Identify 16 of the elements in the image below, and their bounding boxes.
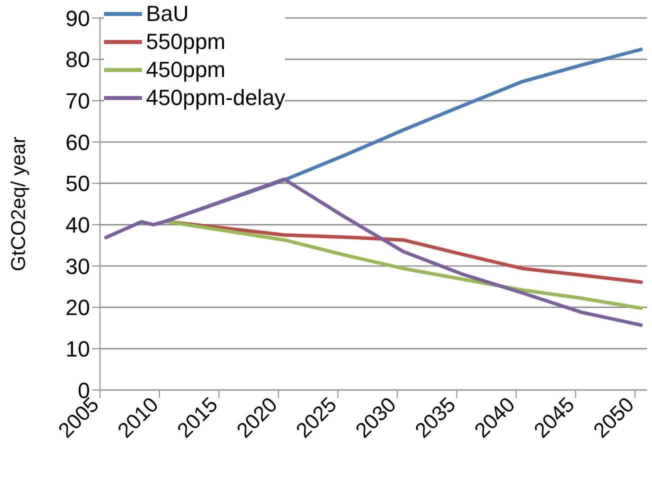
y-axis-title: GtCO2eq/ year bbox=[8, 136, 30, 272]
line-series bbox=[104, 177, 643, 327]
y-tick-label: 30 bbox=[66, 254, 90, 279]
y-tick-label: 50 bbox=[66, 171, 90, 196]
y-tick-label: 80 bbox=[66, 47, 90, 72]
y-tick-label: 40 bbox=[66, 212, 90, 238]
y-tick-label: 20 bbox=[66, 295, 90, 320]
legend-label: 450ppm bbox=[146, 56, 226, 84]
line-series bbox=[164, 220, 643, 310]
legend-label: 450ppm-delay bbox=[146, 84, 286, 112]
y-tick-label: 70 bbox=[66, 88, 90, 114]
y-tick-label: 10 bbox=[66, 336, 90, 362]
y-tick-label: 60 bbox=[66, 130, 90, 155]
legend-label: 550ppm bbox=[146, 28, 226, 56]
legend-label: BaU bbox=[146, 0, 189, 28]
y-tick-label: 90 bbox=[66, 6, 90, 31]
